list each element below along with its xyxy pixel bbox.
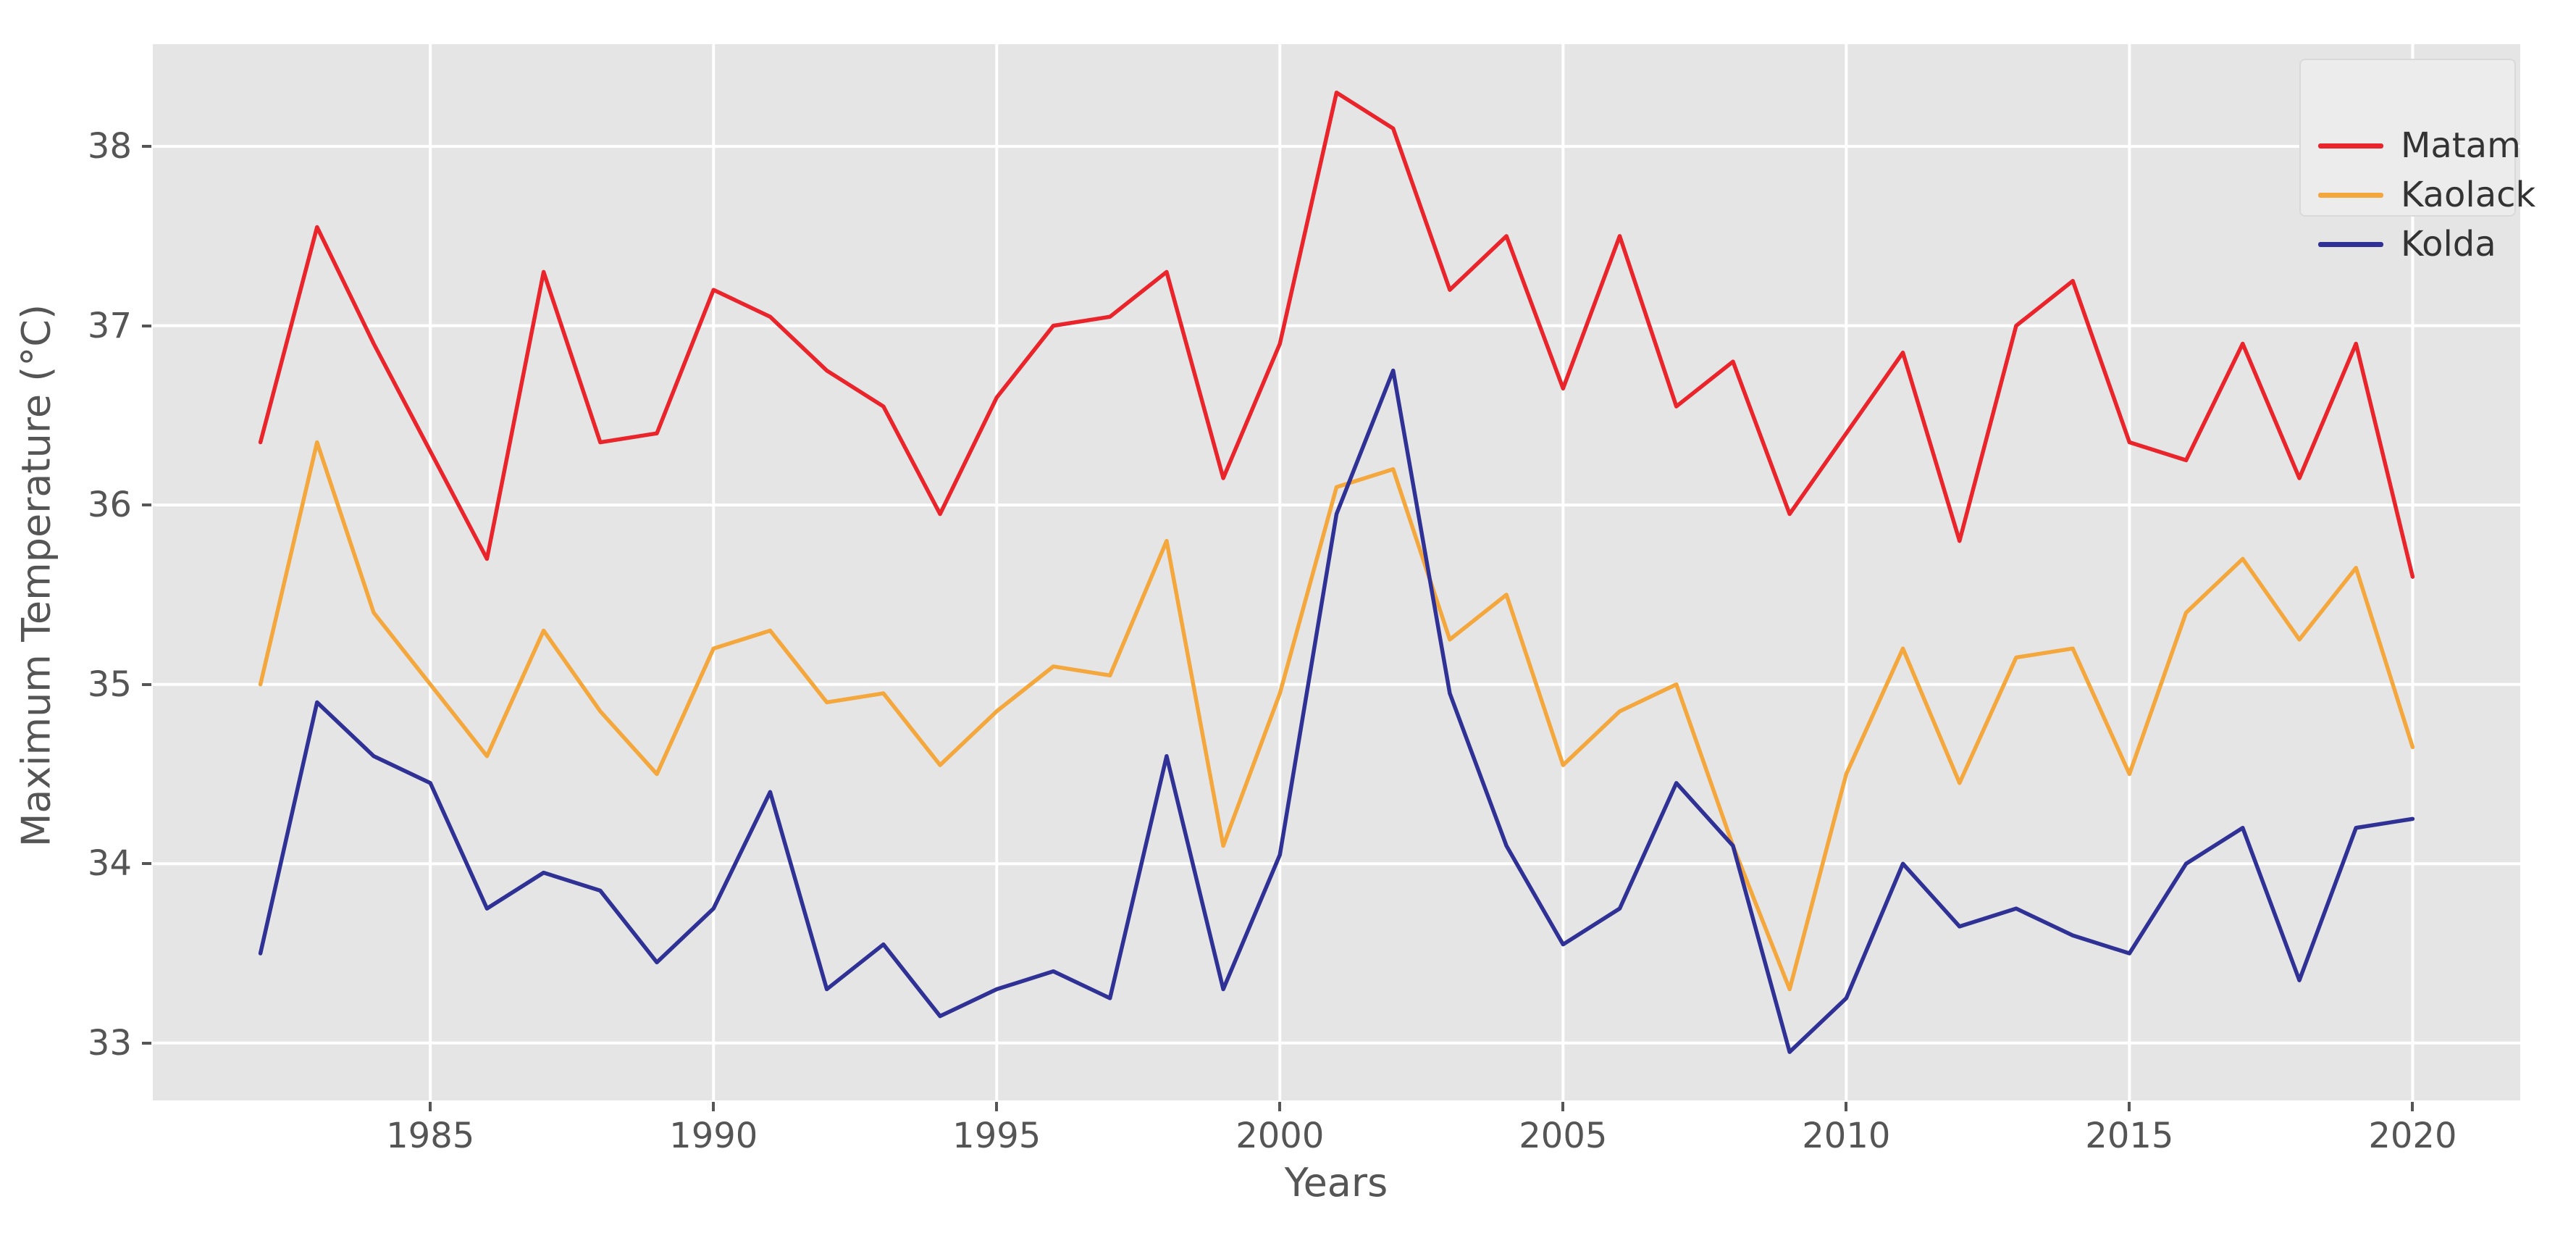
x-tick-2005: [1561, 1102, 1565, 1111]
y-tick-label-36: 36: [87, 485, 132, 526]
y-tick-34: [142, 862, 151, 866]
line-kolda: [258, 368, 2415, 1054]
x-tick-label-2000: 2000: [1235, 1116, 1325, 1156]
x-tick-label-1990: 1990: [669, 1116, 758, 1156]
y-tick-33: [142, 1041, 151, 1045]
y-tick-label-35: 35: [87, 664, 132, 705]
plot-background: [153, 44, 2520, 1100]
y-tick-label-37: 37: [87, 305, 132, 346]
x-tick-2015: [2128, 1102, 2131, 1111]
x-tick-label-2010: 2010: [1802, 1116, 1891, 1156]
x-tick-1995: [995, 1102, 999, 1111]
x-tick-label-2020: 2020: [2368, 1116, 2457, 1156]
kaolack-line-swatch: [2318, 192, 2383, 198]
y-axis-label: Maximum Temperature (°C): [13, 304, 59, 848]
x-tick-1985: [429, 1102, 432, 1111]
x-tick-1990: [712, 1102, 716, 1111]
x-axis-label: Years: [1284, 1160, 1388, 1205]
y-tick-label-33: 33: [87, 1022, 132, 1063]
y-tick-38: [142, 145, 151, 149]
y-tick-label-34: 34: [87, 843, 132, 885]
legend-label-matam: Matam: [2401, 125, 2521, 166]
legend: Matam Kaolack Kolda: [2299, 59, 2535, 264]
line-kaolack: [258, 440, 2415, 992]
line-matam: [258, 91, 2415, 579]
x-tick-2000: [1278, 1102, 1282, 1111]
y-tick-36: [142, 503, 151, 507]
legend-label-kaolack: Kaolack: [2401, 175, 2536, 215]
kolda-line-swatch: [2318, 241, 2383, 247]
y-tick-37: [142, 324, 151, 327]
y-tick-35: [142, 682, 151, 686]
x-tick-2020: [2411, 1102, 2415, 1111]
x-tick-label-1985: 1985: [386, 1116, 475, 1156]
legend-label-kolda: Kolda: [2401, 224, 2496, 264]
x-tick-label-1995: 1995: [952, 1116, 1041, 1156]
y-tick-label-38: 38: [87, 126, 132, 167]
matam-line-swatch: [2318, 143, 2383, 149]
x-tick-2010: [1845, 1102, 1848, 1111]
x-tick-label-2005: 2005: [1519, 1116, 1608, 1156]
x-tick-label-2015: 2015: [2085, 1116, 2174, 1156]
